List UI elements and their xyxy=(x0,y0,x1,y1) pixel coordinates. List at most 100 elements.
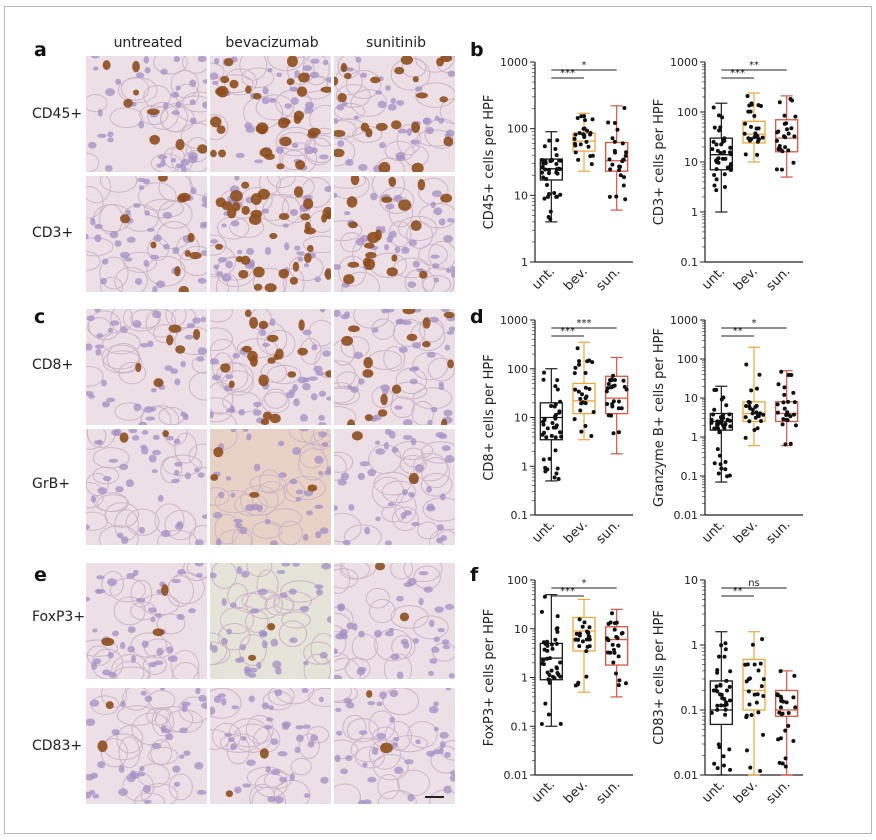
data-point xyxy=(750,642,755,647)
data-point xyxy=(752,114,757,119)
y-tick-label: 10 xyxy=(514,623,528,636)
data-point xyxy=(717,128,722,133)
data-point xyxy=(791,390,796,395)
data-point xyxy=(715,707,720,712)
data-point xyxy=(744,748,749,753)
data-point xyxy=(551,425,556,430)
category-label-sun: sun. xyxy=(594,777,624,807)
data-point xyxy=(589,434,594,439)
data-point xyxy=(553,416,558,421)
data-point xyxy=(578,408,583,413)
data-point xyxy=(608,167,613,172)
data-point xyxy=(710,147,715,152)
data-point xyxy=(553,384,558,389)
data-point xyxy=(754,700,759,705)
data-point xyxy=(588,130,593,135)
data-point xyxy=(616,406,621,411)
data-point xyxy=(744,362,749,367)
data-point xyxy=(574,637,579,642)
data-point xyxy=(550,158,555,163)
box-plot-1: 1 10 100 1000 CD45+ cells per HPF unt. bev. sun… xyxy=(482,56,633,294)
data-point xyxy=(547,680,552,685)
data-point xyxy=(756,103,761,108)
data-point xyxy=(622,106,627,111)
data-point xyxy=(712,125,717,130)
data-point xyxy=(559,434,564,439)
data-point xyxy=(605,650,610,655)
data-point xyxy=(793,423,798,428)
y-tick-label: 1 xyxy=(521,672,528,685)
data-point xyxy=(746,109,751,114)
data-point xyxy=(541,658,546,663)
data-point xyxy=(709,420,714,425)
data-point xyxy=(760,135,765,140)
y-tick-label: 100 xyxy=(677,353,698,366)
data-point xyxy=(786,148,791,153)
data-point xyxy=(554,153,559,158)
box-plot-2: 0.1 1 10 100 1000 CD3+ cells per HPF unt. bev. s… xyxy=(652,56,803,294)
data-point xyxy=(610,611,615,616)
data-point xyxy=(752,692,757,697)
y-tick-label: 10 xyxy=(514,412,528,425)
data-point xyxy=(573,150,578,155)
micrograph-cd8-untreated xyxy=(86,309,207,425)
box-sun xyxy=(774,95,799,178)
data-point xyxy=(723,467,728,472)
data-point xyxy=(558,674,563,679)
micrograph-foxp3-bevacizumab xyxy=(210,563,331,679)
y-tick-label: 1000 xyxy=(670,56,698,69)
data-point xyxy=(780,422,785,427)
y-tick-label: 0.01 xyxy=(674,509,699,522)
y-tick-label: 1000 xyxy=(670,314,698,327)
y-tick-label: 0.1 xyxy=(511,509,529,522)
category-label-sun: sun. xyxy=(764,517,794,547)
micrograph-grb-sunitinib xyxy=(334,429,455,545)
data-point xyxy=(783,764,788,769)
data-point xyxy=(713,688,718,693)
data-point xyxy=(777,143,782,148)
data-point xyxy=(783,145,788,150)
data-point xyxy=(557,158,562,163)
data-point xyxy=(758,768,763,773)
y-tick-label: 1 xyxy=(691,206,698,219)
data-point xyxy=(784,121,789,126)
data-point xyxy=(587,637,592,642)
y-tick-label: 100 xyxy=(507,123,528,136)
data-point xyxy=(714,142,719,147)
box-sun xyxy=(604,356,629,455)
data-point xyxy=(616,643,621,648)
y-tick-label: 0.1 xyxy=(681,256,699,269)
data-point xyxy=(761,694,766,699)
panel-letter-b: b xyxy=(470,39,484,61)
data-point xyxy=(542,416,547,421)
micrograph-grid xyxy=(86,56,455,804)
data-point xyxy=(716,471,721,476)
data-point xyxy=(749,137,754,142)
significance-label: * xyxy=(752,318,757,329)
data-point xyxy=(786,412,791,417)
data-point xyxy=(781,417,786,422)
data-point xyxy=(743,121,748,126)
data-point xyxy=(574,631,579,636)
data-point xyxy=(775,410,780,415)
y-tick-label: 1 xyxy=(521,460,528,473)
data-point xyxy=(786,711,791,716)
data-point xyxy=(719,643,724,648)
micrograph-cd45-sunitinib xyxy=(334,56,455,172)
significance-label: *** xyxy=(560,326,575,337)
data-point xyxy=(776,129,781,134)
y-tick-label: 1000 xyxy=(500,56,528,69)
data-point xyxy=(712,387,717,392)
y-tick-label: 1000 xyxy=(500,314,528,327)
data-point xyxy=(586,144,591,149)
micrograph-cd83-sunitinib xyxy=(334,688,455,804)
data-point xyxy=(781,699,786,704)
data-point xyxy=(711,412,716,417)
box-bev xyxy=(572,598,596,693)
data-point xyxy=(749,388,754,393)
data-point xyxy=(761,412,766,417)
data-point xyxy=(719,142,724,147)
y-tick-label: 10 xyxy=(514,189,528,202)
data-point xyxy=(724,403,729,408)
data-point xyxy=(547,171,552,176)
